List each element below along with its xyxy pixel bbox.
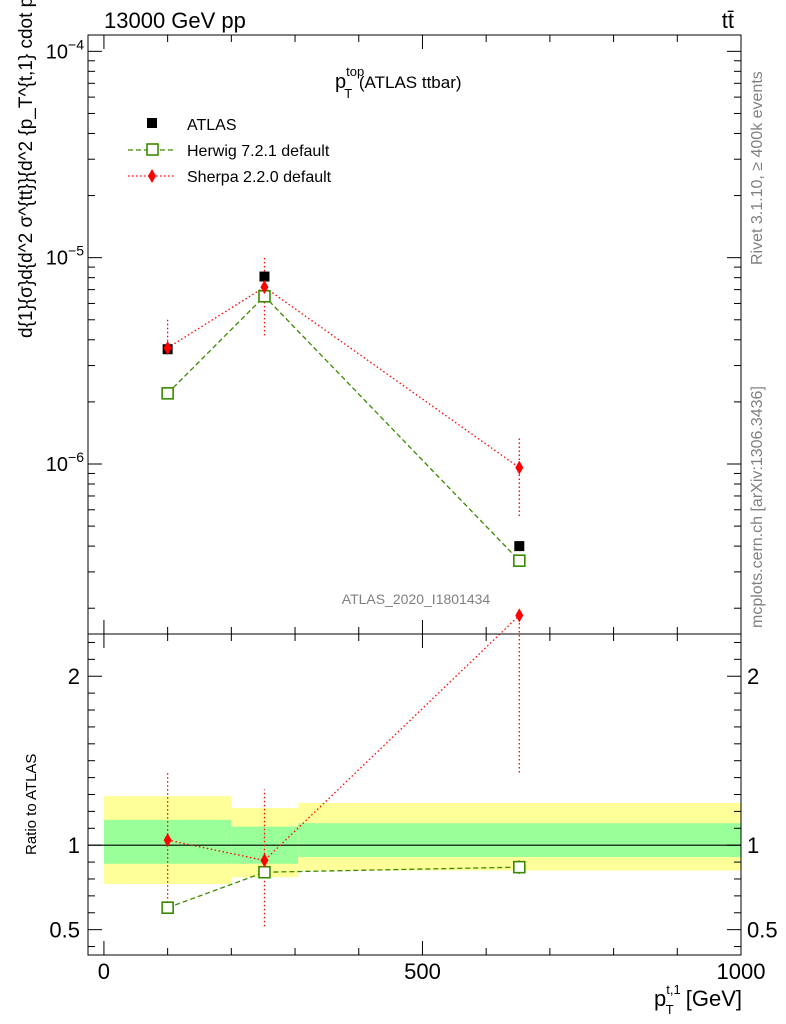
x-axis-label-rest: [GeV] (680, 986, 742, 1011)
main-title-sub: T (344, 86, 352, 101)
main-y-label: d{1}{σ}d{d^2 σ^{tt}}{d^2 {p_T^{t,1} cdot… (16, 0, 37, 338)
legend-sherpa-label: Sherpa 2.2.0 default (187, 169, 332, 186)
ratio-herwig-point (258, 865, 271, 879)
mcplots-label: mcplots.cern.ch [arXiv:1306.3436] (749, 386, 766, 628)
header-right: tt̄ (722, 8, 734, 33)
ratio-x-tick-label: 1000 (717, 959, 766, 984)
x-axis-label-sub: T (666, 1002, 674, 1017)
watermark: ATLAS_2020_I1801434 (342, 591, 491, 607)
main-y-tick-label: 10−6 (46, 449, 84, 476)
ratio-band-inner (298, 823, 741, 858)
herwig-line (167, 295, 520, 562)
ratio-y-tick-label-right: 1 (747, 833, 759, 858)
main-panel: ptop T (ATLAS ttbar) 10−410−510−6 ATLAS_2… (16, 0, 742, 635)
ratio-x-tick-label: 500 (404, 959, 441, 984)
ratio-x-tick-label: 0 (98, 959, 110, 984)
ratio-sherpa-line (167, 614, 520, 862)
sherpa-point (515, 460, 524, 475)
herwig-point (512, 554, 526, 567)
ratio-y-tick-label-right: 0.5 (747, 918, 778, 943)
atlas-point (259, 271, 270, 282)
ratio-herwig-point (161, 901, 174, 914)
main-frame (87, 34, 742, 635)
main-title-sup: top (346, 64, 364, 79)
legend-atlas-label: ATLAS (187, 117, 237, 134)
main-title-rest: (ATLAS ttbar) (354, 73, 461, 92)
ratio-y-tick-label-left: 2 (68, 664, 80, 689)
ratio-herwig-point (512, 860, 526, 874)
main-y-tick-label: 10−5 (46, 243, 84, 270)
ratio-y-tick-label-right: 2 (747, 664, 759, 689)
x-axis-label-sup: t,1 (666, 982, 680, 997)
main-y-tick-label: 10−4 (46, 36, 84, 63)
main-title: ptop T (ATLAS ttbar) (335, 64, 462, 101)
ratio-y-label: Ratio to ATLAS (23, 754, 40, 855)
ratio-panel: 0.5 0.51 12 20 500 1000 Ratio to ATLAS pt,1 T … (23, 608, 778, 1017)
legend-atlas-marker (147, 118, 157, 128)
sherpa-point (163, 340, 172, 355)
legend-herwig-marker (146, 143, 159, 156)
legend: ATLAS Herwig 7.2.1 default Sherpa 2.2.0 … (128, 117, 332, 186)
atlas-point (514, 541, 525, 552)
legend-sherpa-marker (148, 169, 156, 183)
ratio-herwig-line (167, 866, 520, 909)
ratio-frame (87, 633, 742, 956)
legend-herwig-label: Herwig 7.2.1 default (187, 143, 330, 160)
header-left: 13000 GeV pp (104, 8, 246, 33)
ratio-sherpa-point (163, 833, 172, 848)
sherpa-point (260, 280, 269, 295)
ratio-y-tick-label-left: 0.5 (49, 918, 80, 943)
x-axis-label: pt,1 T [GeV] (654, 982, 742, 1017)
ratio-y-tick-label-left: 1 (68, 833, 80, 858)
rivet-label: Rivet 3.1.10, ≥ 400k events (749, 71, 766, 265)
herwig-point (161, 387, 174, 400)
ratio-sherpa-point (515, 608, 524, 623)
ratio-sherpa-point (260, 853, 269, 868)
